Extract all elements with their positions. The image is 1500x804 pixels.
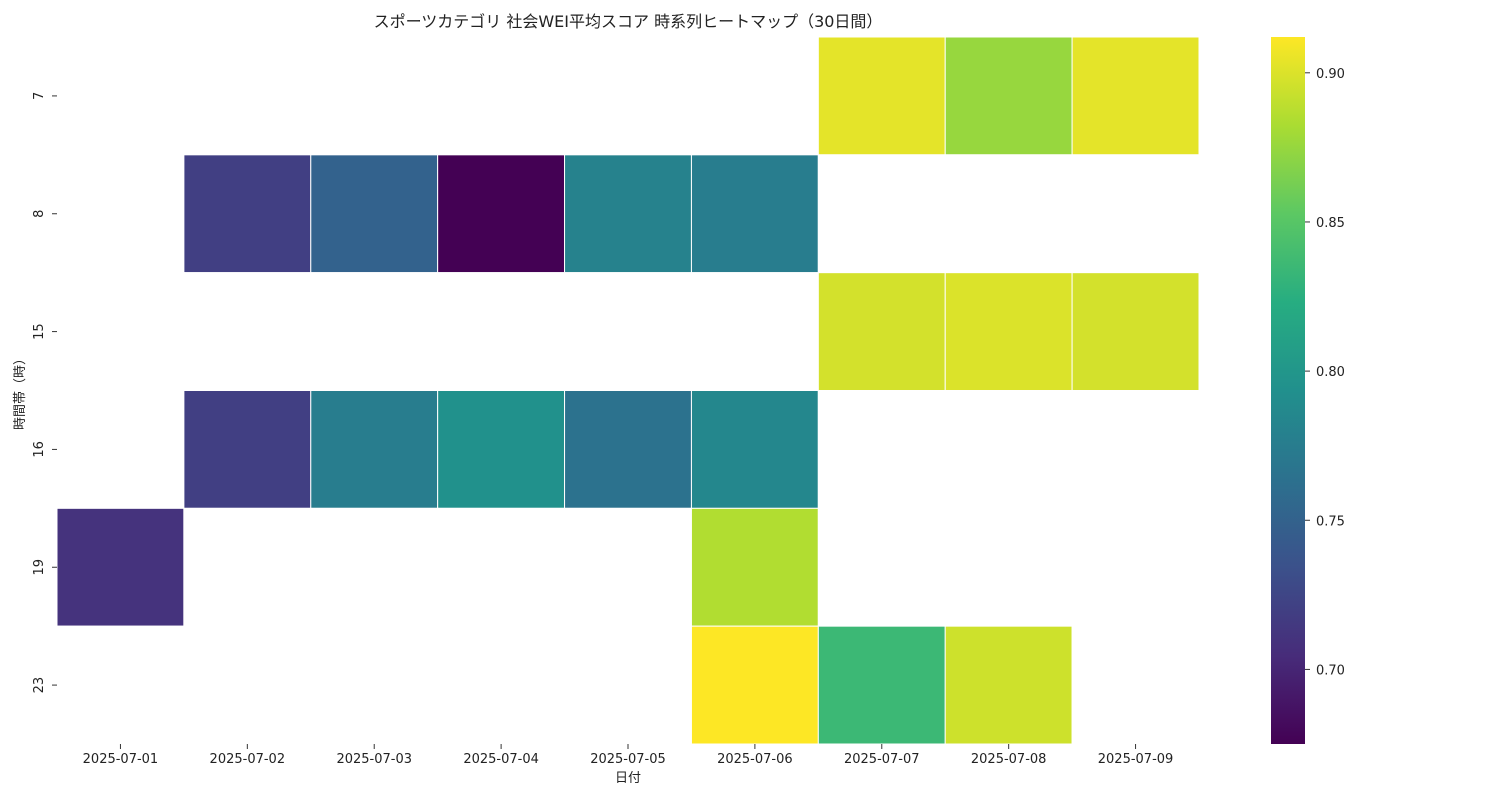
heatmap-cell — [1071, 154, 1200, 274]
heatmap-cell — [564, 36, 692, 156]
heatmap-cell — [183, 507, 312, 627]
x-axis: 2025-07-01 2025-07-02 2025-07-03 2025-07-04… — [83, 744, 1174, 767]
colorbar-tick-label: 0.85 — [1316, 216, 1345, 231]
heatmap-cell — [564, 625, 692, 745]
heatmap-cell — [437, 36, 566, 156]
heatmap-cell — [944, 390, 1073, 509]
heatmap-cell — [1071, 36, 1200, 156]
x-tick-label: 2025-07-06 — [717, 752, 793, 767]
heatmap-cell — [56, 272, 185, 391]
x-tick-label: 2025-07-07 — [844, 752, 920, 767]
heatmap-cell — [183, 272, 312, 391]
x-tick-label: 2025-07-05 — [590, 752, 666, 767]
y-tick-label: 8 — [32, 210, 47, 218]
heatmap-cell — [1071, 390, 1200, 509]
heatmap-cell — [690, 272, 819, 391]
x-tick-label: 2025-07-08 — [971, 752, 1047, 767]
heatmap-cell — [437, 625, 566, 745]
heatmap-cell — [183, 154, 312, 274]
heatmap-cell — [310, 625, 439, 745]
y-tick-label: 23 — [32, 677, 47, 694]
heatmap-cell — [944, 36, 1073, 156]
heatmap-cell — [817, 625, 946, 745]
heatmap-cell — [690, 154, 819, 274]
heatmap-cell — [944, 625, 1073, 745]
heatmap-cell — [310, 36, 439, 156]
y-tick-label: 7 — [32, 92, 47, 100]
colorbar-tick-label: 0.80 — [1316, 365, 1345, 380]
heatmap-cell — [944, 272, 1073, 391]
y-tick-label: 15 — [32, 323, 47, 340]
heatmap-cell — [56, 625, 185, 745]
heatmap-cell — [564, 272, 692, 391]
heatmap-cell — [183, 390, 312, 509]
heatmap-cell — [310, 272, 439, 391]
y-axis-label: 時間帯（時） — [13, 352, 28, 430]
heatmap-cell — [944, 154, 1073, 274]
heatmap-cell — [437, 390, 566, 509]
heatmap-cell — [690, 390, 819, 509]
y-tick-label: 19 — [32, 559, 47, 576]
heatmap-cell — [1071, 507, 1200, 627]
y-axis: 7 8 15 16 19 23 — [32, 92, 57, 694]
heatmap-cell — [1071, 625, 1200, 745]
heatmap-cell — [944, 507, 1073, 627]
heatmap-cell — [183, 36, 312, 156]
colorbar-tick-label: 0.90 — [1316, 67, 1345, 82]
heatmap-cell — [56, 507, 185, 627]
heatmap-cell — [310, 154, 439, 274]
heatmap-cell — [56, 36, 185, 156]
x-tick-label: 2025-07-02 — [210, 752, 286, 767]
heatmap-cell — [437, 154, 566, 274]
chart-title: スポーツカテゴリ 社会WEI平均スコア 時系列ヒートマップ（30日間） — [374, 12, 883, 31]
heatmap-cell — [690, 507, 819, 627]
heatmap-cell — [183, 625, 312, 745]
heatmap-cell — [817, 154, 946, 274]
heatmap-cell — [1071, 272, 1200, 391]
heatmap-cell — [817, 272, 946, 391]
heatmap-cell — [437, 507, 566, 627]
colorbar-tick-label: 0.70 — [1316, 663, 1345, 678]
heatmap-cell — [817, 390, 946, 509]
heatmap-cell — [56, 154, 185, 274]
heatmap-cell — [817, 36, 946, 156]
x-tick-label: 2025-07-03 — [336, 752, 412, 767]
y-tick-label: 16 — [32, 441, 47, 458]
heatmap-cell — [56, 390, 185, 509]
colorbar-tick-label: 0.75 — [1316, 514, 1345, 529]
colorbar-gradient — [1271, 37, 1305, 744]
colorbar-ticks: 0.70 0.75 0.80 0.85 0.90 — [1305, 67, 1345, 678]
x-tick-label: 2025-07-09 — [1098, 752, 1174, 767]
colorbar: 0.70 0.75 0.80 0.85 0.90 — [1271, 37, 1345, 744]
heatmap-cell — [437, 272, 566, 391]
heatmap-cell — [690, 36, 819, 156]
heatmap-cell — [690, 625, 819, 745]
x-axis-label: 日付 — [615, 771, 641, 786]
heatmap-cell — [564, 154, 692, 274]
heatmap-cell — [310, 507, 439, 627]
x-tick-label: 2025-07-01 — [83, 752, 159, 767]
x-tick-label: 2025-07-04 — [463, 752, 539, 767]
heatmap-cell — [564, 390, 692, 509]
heatmap-cells — [56, 36, 1200, 745]
heatmap-cell — [817, 507, 946, 627]
heatmap-cell — [564, 507, 692, 627]
heatmap-cell — [310, 390, 439, 509]
